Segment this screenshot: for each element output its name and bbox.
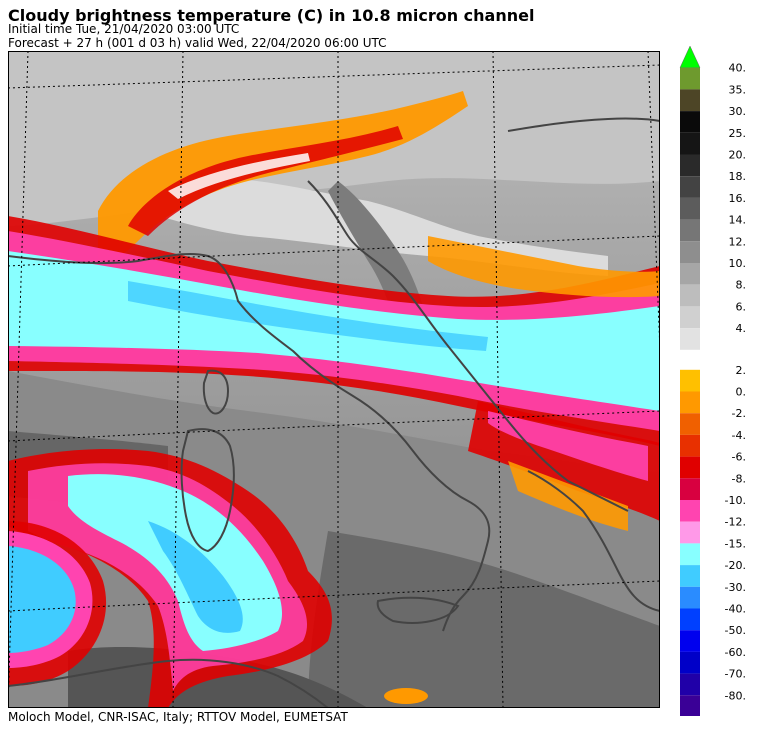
legend-label: -15. — [725, 537, 746, 550]
legend-label: -40. — [725, 603, 746, 616]
legend-swatch — [680, 456, 700, 479]
graticule — [8, 51, 660, 708]
model-credit: Moloch Model, CNR-ISAC, Italy; RTTOV Mod… — [8, 710, 348, 724]
legend-swatch — [680, 111, 700, 133]
west-disk-core — [8, 546, 76, 653]
legend-swatch — [680, 328, 700, 350]
sardinia-coast — [180, 428, 235, 553]
initial-time: Initial time Tue, 21/04/2020 03:00 UTC — [8, 22, 240, 36]
africa-coast — [8, 658, 329, 708]
southeast-band-pink — [488, 411, 648, 481]
legend-label: 8. — [736, 279, 747, 292]
legend-label: -8. — [732, 472, 746, 485]
legend-label: -30. — [725, 581, 746, 594]
parallel-line — [8, 235, 660, 267]
ionian-dark-area — [308, 531, 660, 708]
alps-cloud-core — [128, 126, 403, 236]
legend-swatch — [680, 586, 700, 609]
legend-swatch — [680, 630, 700, 652]
legend-label: 30. — [729, 105, 747, 118]
legend-label: -2. — [732, 407, 746, 420]
greece-coast — [527, 470, 660, 612]
legend-swatch — [680, 608, 700, 631]
north-border — [507, 117, 660, 132]
map-frame — [8, 51, 660, 708]
alps-cloud-white-streak — [168, 153, 310, 199]
parallel-line — [8, 410, 660, 442]
legend-label: 35. — [729, 83, 747, 96]
brightness-temperature-map — [8, 51, 660, 708]
map-title: Cloudy brightness temperature (C) in 10.… — [8, 6, 535, 25]
legend-label: 14. — [729, 214, 747, 227]
legend-swatch — [680, 197, 700, 220]
legend-label: 25. — [729, 127, 747, 140]
legend-label: -50. — [725, 624, 746, 637]
legend-swatch — [680, 263, 700, 285]
forecast-valid-time: Forecast + 27 h (001 d 03 h) valid Wed, … — [8, 36, 387, 50]
legend-swatch — [680, 154, 700, 177]
legend-swatch — [680, 219, 700, 242]
legend-swatch — [680, 543, 700, 566]
italy-east-coast — [307, 180, 629, 512]
legend-swatch — [680, 176, 700, 198]
corsica-coast — [202, 369, 230, 415]
legend-label: -4. — [732, 429, 746, 442]
legend-label: -12. — [725, 516, 746, 529]
parallel-line — [8, 580, 660, 612]
legend-swatch — [680, 413, 700, 435]
legend-swatch — [680, 306, 700, 329]
legend-swatch — [680, 89, 700, 112]
legend-swatch — [680, 478, 700, 500]
sicily-coast — [376, 596, 460, 624]
legend-swatch — [680, 695, 700, 716]
northeast-fringe — [428, 236, 660, 298]
legend-label: -80. — [725, 689, 746, 702]
frontal-band-deep-core — [128, 281, 488, 351]
legend-swatch — [680, 67, 700, 90]
legend-label: 16. — [729, 192, 747, 205]
legend-label: 40. — [729, 62, 747, 75]
legend-label: 10. — [729, 257, 747, 270]
legend-label: 4. — [736, 322, 747, 335]
legend-swatch — [680, 132, 700, 155]
legend-swatch — [680, 284, 700, 307]
italy-west-coast — [8, 252, 491, 632]
coastlines — [8, 117, 660, 708]
legend-label: 18. — [729, 170, 747, 183]
legend-label: -20. — [725, 559, 746, 572]
legend-label: 6. — [736, 300, 747, 313]
legend-swatch — [680, 651, 700, 674]
legend-label: -6. — [732, 451, 746, 464]
legend-label: 2. — [736, 364, 747, 377]
color-scale-legend: 40. 35. 30. 25. 20. 18. 16. 14. 12. 10. 8. 6. 4. 2. 0.… — [679, 46, 747, 716]
southwest-cloud-deep — [148, 521, 243, 633]
legend-swatch — [680, 391, 700, 414]
meridian-line — [647, 51, 660, 352]
legend-swatch — [680, 565, 700, 587]
legend-swatch — [680, 369, 700, 392]
south-small-cloud — [384, 688, 428, 704]
legend-swatch — [680, 500, 700, 522]
legend-label: -10. — [725, 494, 746, 507]
legend-swatch — [680, 241, 700, 263]
legend-swatch — [680, 673, 700, 696]
legend-top-arrow — [679, 46, 701, 68]
legend-swatch — [680, 521, 700, 544]
legend-label: -70. — [725, 668, 746, 681]
legend-label: 20. — [729, 149, 747, 162]
parallel-line — [8, 64, 660, 89]
legend-label: -60. — [725, 646, 746, 659]
legend-label: 0. — [736, 386, 747, 399]
legend-label: 12. — [729, 235, 747, 248]
legend-swatch — [680, 434, 700, 457]
